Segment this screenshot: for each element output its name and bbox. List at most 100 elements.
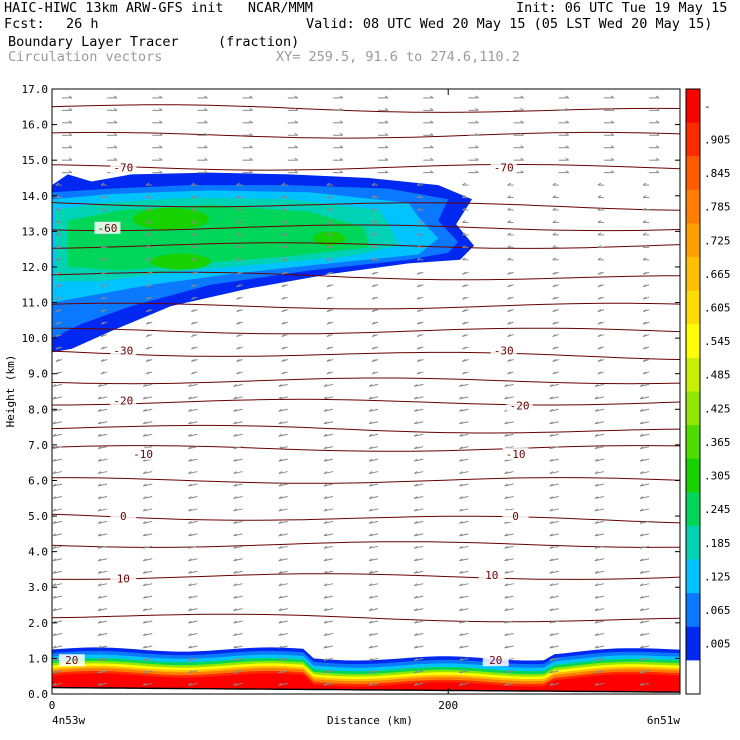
vector-arrow: [549, 583, 559, 587]
vector-head: [158, 95, 163, 99]
contour-label: 10: [485, 569, 498, 582]
vector-head: [55, 232, 60, 236]
vector-head: [459, 483, 463, 487]
vector-head: [371, 321, 376, 325]
vector-head: [429, 95, 434, 99]
vector-head: [188, 483, 192, 487]
vector-arrow: [549, 595, 559, 599]
vector-head: [416, 271, 421, 275]
vector-arrow: [549, 620, 559, 624]
vector-arrow: [143, 633, 153, 636]
vector-head: [323, 657, 328, 661]
vector-head: [278, 383, 283, 387]
vector-head: [504, 396, 508, 400]
vector-arrow: [323, 508, 334, 512]
vector-head: [655, 157, 660, 161]
vector-arrow: [97, 595, 108, 599]
vector-arrow: [368, 421, 379, 425]
vector-arrow: [278, 633, 288, 636]
vector-arrow: [143, 421, 153, 425]
vector-head: [52, 433, 57, 437]
vector-head: [97, 396, 102, 400]
vector-arrow: [278, 533, 288, 537]
vector-arrow: [549, 570, 559, 574]
y-tick-label: 14.0: [22, 190, 49, 203]
vector-head: [294, 107, 299, 111]
vector-head: [233, 645, 237, 649]
contour-label-bg: [506, 399, 533, 412]
colorbar-label: .605: [704, 301, 731, 314]
vector-arrow: [639, 670, 650, 674]
vector-head: [278, 396, 283, 400]
vector-head: [462, 207, 466, 211]
vector-head: [594, 670, 599, 674]
vector-arrow: [143, 558, 153, 562]
vector-head: [368, 421, 373, 425]
vector-head: [97, 633, 102, 636]
vector-arrow: [233, 446, 243, 450]
vector-head: [142, 508, 147, 512]
vector-head: [368, 620, 373, 624]
vector-head: [339, 95, 344, 99]
vector-head: [416, 321, 421, 325]
vector-arrow: [368, 508, 379, 512]
vector-arrow: [97, 421, 108, 425]
vector-arrow: [368, 408, 379, 412]
vector-arrow: [639, 645, 650, 649]
tracer-fill: [52, 172, 680, 694]
vector-head: [368, 383, 373, 387]
colorbar-swatch: [686, 391, 700, 426]
vector-head: [278, 670, 283, 674]
vector-head: [639, 533, 644, 537]
vector-arrow: [278, 396, 288, 400]
vector-head: [642, 334, 647, 337]
vector-head: [507, 220, 511, 223]
x-axis-left-location: 4n53w: [52, 714, 85, 727]
vector-head: [204, 132, 208, 136]
colorbar-label: .725: [704, 234, 731, 247]
colorbar-label: .245: [704, 503, 731, 516]
vector-arrow: [52, 595, 63, 599]
vector-head: [416, 257, 421, 261]
vector-head: [158, 170, 163, 174]
vector-head: [552, 371, 557, 375]
vector-head: [610, 157, 615, 161]
vector-head: [52, 471, 57, 474]
vector-head: [520, 120, 524, 124]
vector-head: [52, 458, 57, 462]
vector-arrow: [143, 483, 153, 487]
vector-head: [413, 520, 418, 524]
vector-arrow: [549, 545, 559, 549]
vector-head: [326, 207, 331, 211]
vector-head: [142, 383, 147, 387]
vector-arrow: [549, 520, 559, 524]
colorbar-label: .905: [704, 133, 731, 146]
vector-head: [552, 321, 557, 325]
vector-arrow: [594, 421, 605, 425]
vector-head: [368, 508, 373, 512]
vector-head: [639, 433, 644, 437]
vector-arrow: [233, 495, 243, 499]
vector-arrow: [143, 570, 153, 574]
vector-arrow: [233, 633, 243, 636]
contour-line: [52, 398, 680, 406]
contour-line: [52, 327, 680, 335]
vector-head: [475, 157, 479, 161]
vector-head: [504, 383, 508, 387]
vector-head: [371, 346, 376, 350]
vector-head: [55, 346, 60, 350]
temperature-contours: [52, 104, 680, 623]
vector-head: [55, 296, 60, 300]
vector-head: [278, 645, 283, 649]
vector-arrow: [97, 508, 108, 512]
vector-head: [371, 296, 376, 300]
contour-label-bg: [490, 344, 517, 357]
vector-head: [413, 408, 418, 412]
vector-arrow: [368, 446, 379, 450]
vector-arrow: [143, 383, 153, 387]
vector-head: [294, 157, 299, 161]
vector-head: [475, 132, 479, 136]
vector-head: [52, 446, 57, 450]
vector-head: [642, 321, 647, 325]
colorbar-label: .425: [704, 402, 731, 415]
